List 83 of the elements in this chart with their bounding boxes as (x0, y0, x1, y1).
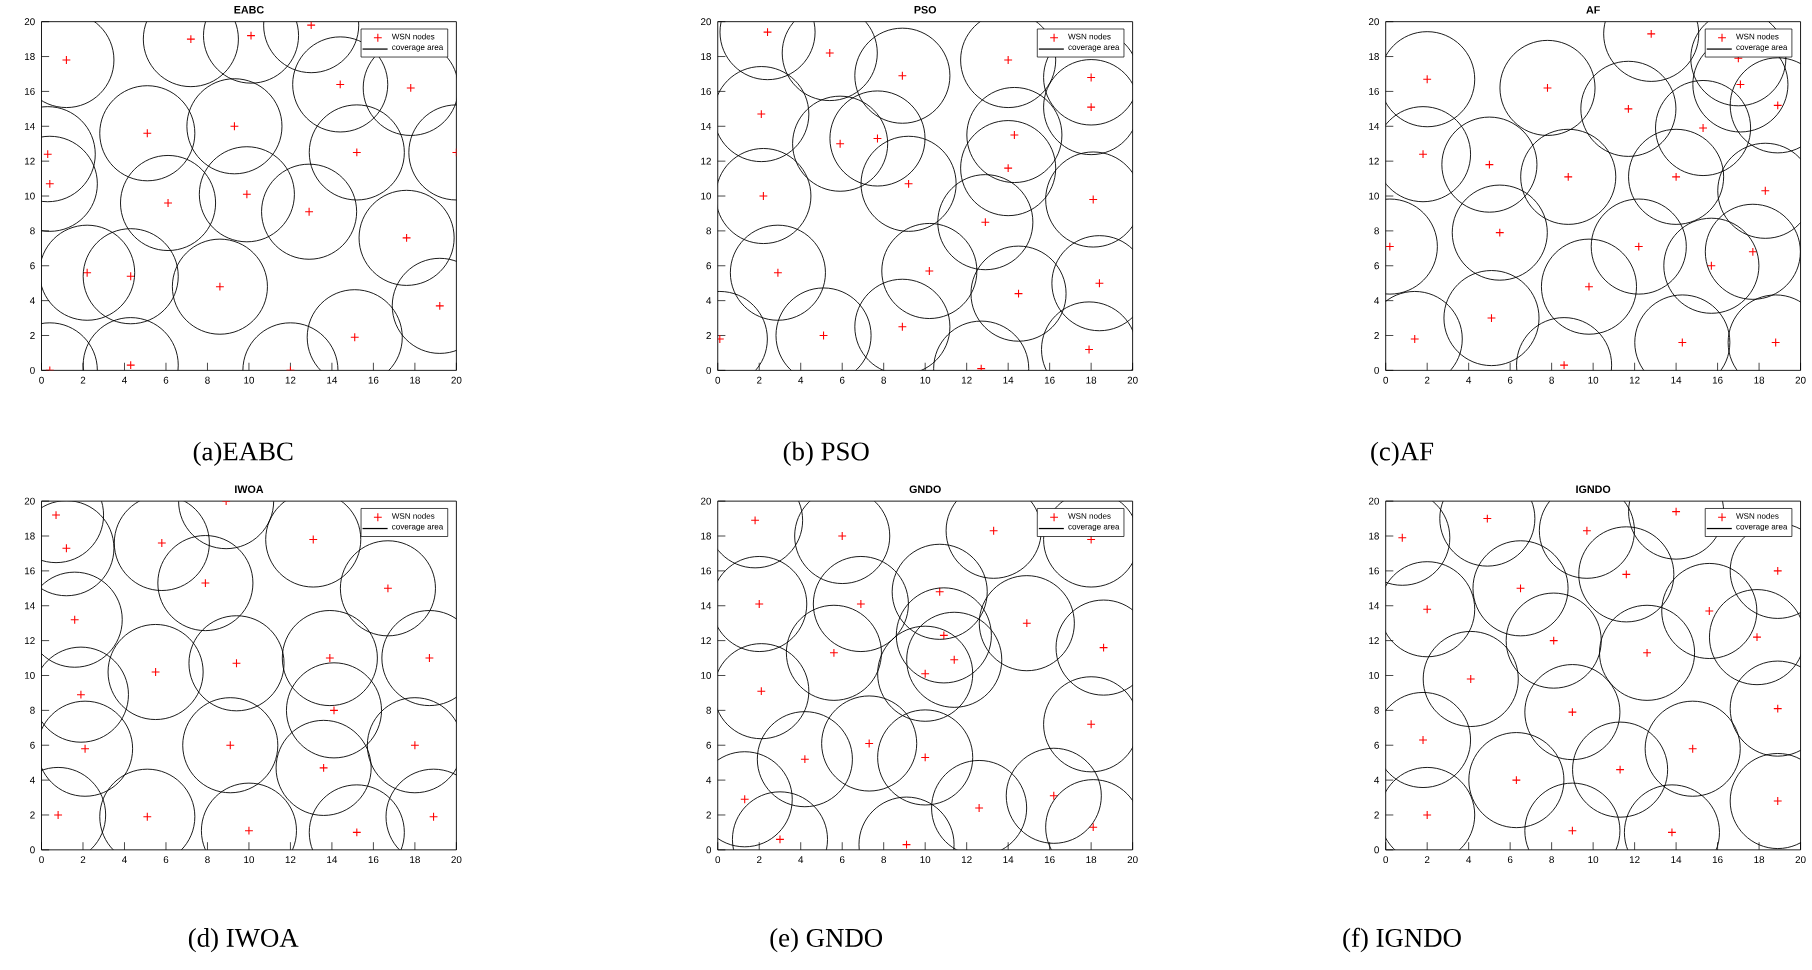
point (1584, 282, 1594, 292)
point (1410, 334, 1420, 344)
point (835, 139, 845, 149)
point (242, 189, 252, 199)
point (406, 83, 416, 93)
text: (d) IWOA (188, 928, 299, 953)
point (1704, 606, 1714, 616)
point (80, 744, 90, 754)
point (763, 27, 773, 37)
point (215, 282, 225, 292)
point (717, 334, 725, 344)
point (1418, 735, 1428, 745)
point (325, 653, 335, 663)
point (1698, 123, 1708, 133)
point (410, 740, 420, 750)
text: (f) IGNDO (1343, 927, 1461, 953)
point (1009, 130, 1019, 140)
point (1086, 73, 1096, 82)
point (1752, 632, 1762, 642)
point (1773, 566, 1783, 576)
point (1422, 810, 1432, 820)
point (1385, 242, 1395, 252)
point (1671, 507, 1681, 517)
text: (c)AF (1371, 441, 1434, 467)
point (756, 109, 766, 119)
point (186, 34, 196, 44)
point (758, 191, 768, 201)
point (856, 599, 866, 609)
point (402, 233, 412, 243)
point (76, 690, 86, 700)
point (1086, 102, 1096, 112)
point (750, 515, 760, 525)
point (82, 268, 92, 278)
point (1567, 707, 1577, 717)
point (304, 207, 314, 217)
point (61, 55, 71, 65)
text: (b) PSO (783, 441, 869, 467)
point (329, 705, 339, 715)
text: (a)EABC (193, 441, 293, 467)
point (435, 301, 445, 311)
point (319, 763, 329, 773)
point (53, 810, 63, 820)
point (1671, 172, 1681, 182)
point (1418, 149, 1428, 159)
point (1615, 765, 1625, 775)
point (837, 531, 847, 541)
point (829, 648, 839, 658)
point (1543, 83, 1552, 93)
point (754, 599, 764, 609)
point (151, 667, 161, 677)
point (825, 48, 835, 58)
point (1511, 775, 1521, 785)
point (1466, 674, 1476, 684)
point (976, 364, 986, 371)
point (126, 360, 136, 370)
point (424, 653, 434, 663)
point (773, 268, 783, 278)
point (1086, 719, 1096, 729)
point (1003, 163, 1013, 173)
point (1773, 796, 1783, 806)
point (1086, 535, 1096, 545)
text: (e) GNDO (770, 928, 883, 953)
point (800, 754, 810, 764)
point (1642, 648, 1652, 658)
point (200, 578, 210, 588)
point (1003, 55, 1013, 65)
point (974, 803, 984, 813)
point (1582, 526, 1592, 536)
point (244, 826, 254, 836)
point (163, 198, 173, 208)
point (383, 583, 393, 593)
point (1646, 29, 1656, 39)
point (1084, 345, 1094, 354)
point (306, 21, 316, 30)
point (246, 31, 256, 41)
point (775, 834, 785, 844)
point (1667, 828, 1677, 837)
point (939, 630, 949, 640)
point (1559, 360, 1569, 370)
point (51, 510, 61, 520)
point (157, 538, 167, 548)
point (1487, 313, 1496, 323)
point (924, 266, 934, 276)
